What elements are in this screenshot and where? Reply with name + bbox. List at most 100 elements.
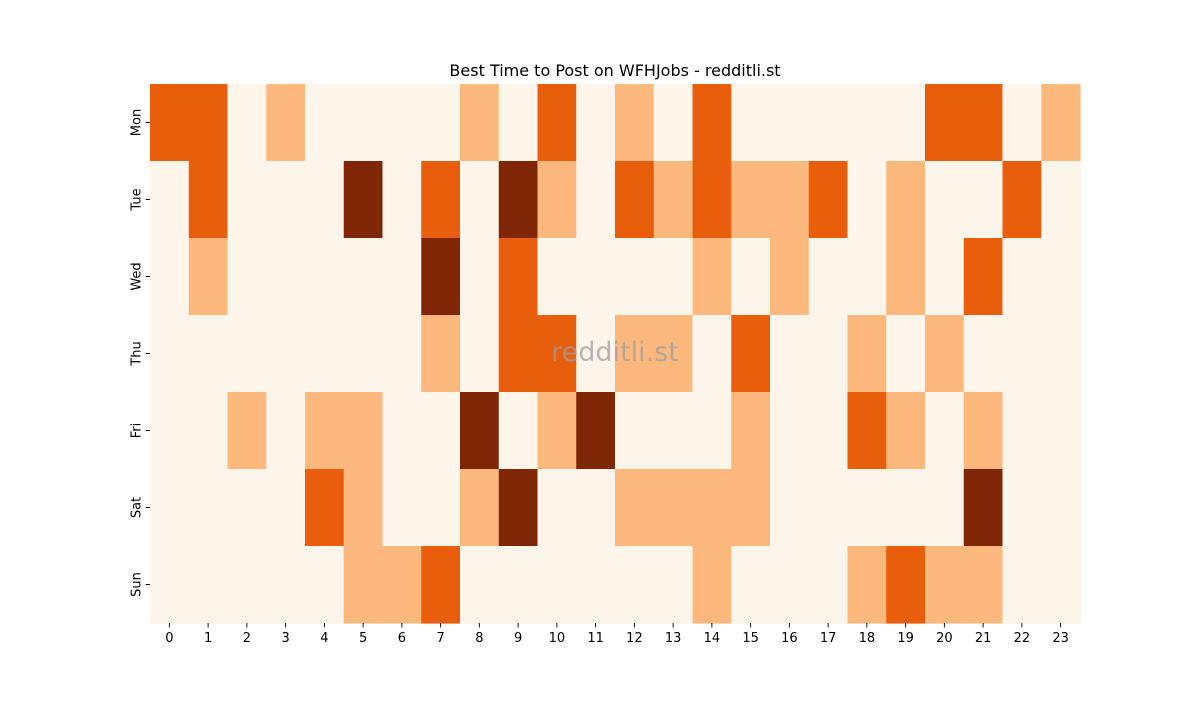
heatmap-cell-wed-20 xyxy=(925,238,965,316)
heatmap-cell-mon-5 xyxy=(343,84,384,162)
heatmap-cell-fri-2 xyxy=(227,392,267,470)
heatmap-cell-fri-19 xyxy=(886,392,926,470)
heatmap-cell-sun-12 xyxy=(615,546,655,624)
heatmap-cell-sat-20 xyxy=(925,469,965,547)
x-tick-label: 20 xyxy=(936,631,953,646)
heatmap-cell-thu-7 xyxy=(421,315,461,393)
heatmap-cell-wed-3 xyxy=(266,238,306,316)
heatmap-cell-wed-13 xyxy=(653,238,694,316)
heatmap-cell-sun-17 xyxy=(808,546,849,624)
heatmap-cell-thu-4 xyxy=(305,315,345,393)
heatmap-cell-mon-21 xyxy=(963,84,1004,162)
heatmap-cell-fri-14 xyxy=(692,392,732,470)
heatmap-cell-thu-3 xyxy=(266,315,306,393)
heatmap-cell-mon-7 xyxy=(421,84,461,162)
heatmap-cell-wed-21 xyxy=(963,238,1004,316)
heatmap-cell-mon-3 xyxy=(266,84,306,162)
heatmap-cell-fri-16 xyxy=(770,392,810,470)
heatmap-cell-thu-11 xyxy=(576,315,616,393)
heatmap-cell-tue-21 xyxy=(963,161,1004,239)
heatmap-cells xyxy=(150,84,1081,624)
heatmap-cell-fri-4 xyxy=(305,392,345,470)
heatmap-cell-thu-9 xyxy=(498,315,539,393)
heatmap-cell-fri-20 xyxy=(925,392,965,470)
heatmap-cell-fri-17 xyxy=(808,392,849,470)
x-tick-label: 1 xyxy=(204,631,212,646)
heatmap-cell-tue-2 xyxy=(227,161,267,239)
heatmap-cell-fri-3 xyxy=(266,392,306,470)
heatmap-cell-sun-4 xyxy=(305,546,345,624)
heatmap-cell-thu-20 xyxy=(925,315,965,393)
heatmap-cell-sun-10 xyxy=(537,546,577,624)
heatmap-cell-thu-5 xyxy=(343,315,384,393)
heatmap-cell-tue-8 xyxy=(460,161,500,239)
heatmap-cell-thu-18 xyxy=(847,315,887,393)
heatmap-cell-wed-8 xyxy=(460,238,500,316)
x-tick-label: 16 xyxy=(781,631,798,646)
heatmap-cell-sun-0 xyxy=(150,546,190,624)
x-tick-label: 6 xyxy=(398,631,406,646)
heatmap-cell-sun-18 xyxy=(847,546,887,624)
heatmap-cell-mon-2 xyxy=(227,84,267,162)
heatmap-cell-thu-21 xyxy=(963,315,1004,393)
heatmap-cell-sun-7 xyxy=(421,546,461,624)
x-tick-label: 0 xyxy=(165,631,173,646)
heatmap-cell-wed-19 xyxy=(886,238,926,316)
heatmap-cell-thu-15 xyxy=(731,315,771,393)
heatmap-cell-sat-10 xyxy=(537,469,577,547)
heatmap-cell-mon-0 xyxy=(150,84,190,162)
heatmap-cell-thu-23 xyxy=(1041,315,1081,393)
x-tick-label: 9 xyxy=(514,631,522,646)
heatmap-cell-fri-1 xyxy=(188,392,229,470)
heatmap-cell-mon-8 xyxy=(460,84,500,162)
heatmap-cell-fri-11 xyxy=(576,392,616,470)
x-axis: 0 1 2 3 4 5 6 7 8 9 10 11 12 13 14 15 16 17 18 19 20 21 22 23 xyxy=(165,623,1069,646)
heatmap-cell-thu-10 xyxy=(537,315,577,393)
heatmap-cell-thu-14 xyxy=(692,315,732,393)
heatmap-cell-tue-14 xyxy=(692,161,732,239)
heatmap-cell-fri-18 xyxy=(847,392,887,470)
heatmap-cell-tue-20 xyxy=(925,161,965,239)
heatmap-cell-sun-11 xyxy=(576,546,616,624)
heatmap-cell-tue-19 xyxy=(886,161,926,239)
heatmap-cell-mon-6 xyxy=(382,84,422,162)
heatmap-cell-thu-2 xyxy=(227,315,267,393)
heatmap-cell-sat-11 xyxy=(576,469,616,547)
y-tick-label: Thu xyxy=(130,341,145,366)
heatmap-cell-mon-16 xyxy=(770,84,810,162)
heatmap-cell-wed-12 xyxy=(615,238,655,316)
y-tick-label: Sun xyxy=(130,572,145,597)
heatmap-cell-sun-1 xyxy=(188,546,229,624)
heatmap-cell-sun-9 xyxy=(498,546,539,624)
heatmap-cell-thu-12 xyxy=(615,315,655,393)
heatmap-cell-tue-16 xyxy=(770,161,810,239)
x-tick-label: 13 xyxy=(665,631,682,646)
heatmap-cell-fri-21 xyxy=(963,392,1004,470)
heatmap-cell-mon-11 xyxy=(576,84,616,162)
heatmap-cell-sat-5 xyxy=(343,469,384,547)
x-tick-label: 10 xyxy=(549,631,566,646)
heatmap-cell-sat-18 xyxy=(847,469,887,547)
heatmap-cell-wed-4 xyxy=(305,238,345,316)
heatmap-cell-fri-7 xyxy=(421,392,461,470)
x-tick-label: 3 xyxy=(281,631,289,646)
heatmap-cell-tue-4 xyxy=(305,161,345,239)
x-tick-label: 23 xyxy=(1052,631,1069,646)
heatmap-cell-sun-14 xyxy=(692,546,732,624)
heatmap-cell-thu-8 xyxy=(460,315,500,393)
heatmap-cell-tue-1 xyxy=(188,161,229,239)
heatmap-cell-sun-20 xyxy=(925,546,965,624)
heatmap-cell-tue-11 xyxy=(576,161,616,239)
heatmap-cell-wed-18 xyxy=(847,238,887,316)
y-tick-label: Fri xyxy=(130,423,145,439)
heatmap-cell-tue-15 xyxy=(731,161,771,239)
heatmap-cell-fri-8 xyxy=(460,392,500,470)
heatmap-cell-sun-22 xyxy=(1002,546,1042,624)
heatmap-cell-sat-6 xyxy=(382,469,422,547)
heatmap-cell-fri-15 xyxy=(731,392,771,470)
heatmap-cell-fri-0 xyxy=(150,392,190,470)
heatmap-cell-sun-13 xyxy=(653,546,694,624)
heatmap-cell-wed-14 xyxy=(692,238,732,316)
